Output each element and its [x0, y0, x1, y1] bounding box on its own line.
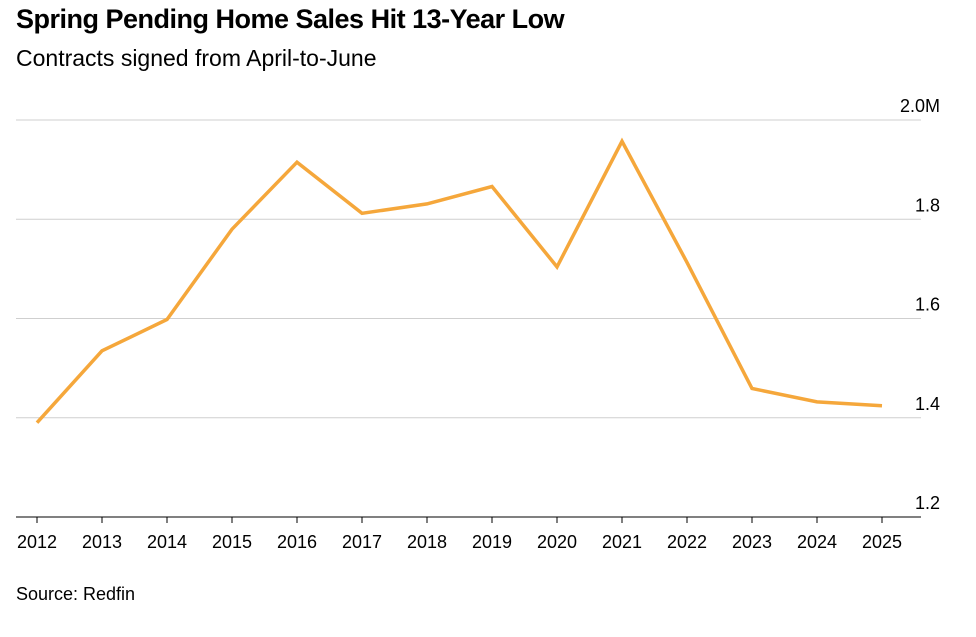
y-tick-label: 1.4 [915, 394, 940, 414]
y-tick-label: 1.6 [915, 295, 940, 315]
x-tick-label: 2025 [862, 532, 902, 552]
series-layer [35, 137, 883, 424]
x-tick-label: 2020 [537, 532, 577, 552]
x-tick-label: 2014 [147, 532, 187, 552]
chart-source: Source: Redfin [16, 584, 136, 604]
x-tick-label: 2012 [17, 532, 57, 552]
chart-title: Spring Pending Home Sales Hit 13-Year Lo… [16, 4, 565, 34]
x-tick-label: 2021 [602, 532, 642, 552]
x-tick-label: 2015 [212, 532, 252, 552]
x-tick-label: 2013 [82, 532, 122, 552]
y-tick-label: 2.0M [900, 96, 940, 116]
x-tick-label: 2024 [797, 532, 837, 552]
chart-subtitle: Contracts signed from April-to-June [16, 45, 377, 71]
x-axis: 2012 2013 2014 2015 2016 2017 2018 2019 2020 2021… [16, 516, 921, 552]
x-tick-label: 2019 [472, 532, 512, 552]
gridlines [16, 119, 921, 419]
y-tick-label: 1.8 [915, 195, 940, 215]
y-tick-label: 1.2 [915, 493, 940, 513]
x-tick-label: 2023 [732, 532, 772, 552]
x-tick-label: 2022 [667, 532, 707, 552]
series-line [35, 137, 883, 424]
x-tick-label: 2017 [342, 532, 382, 552]
y-axis-tick-labels: 1.2 1.4 1.6 1.8 2.0M [900, 96, 940, 513]
x-tick-label: 2018 [407, 532, 447, 552]
x-tick-label: 2016 [277, 532, 317, 552]
